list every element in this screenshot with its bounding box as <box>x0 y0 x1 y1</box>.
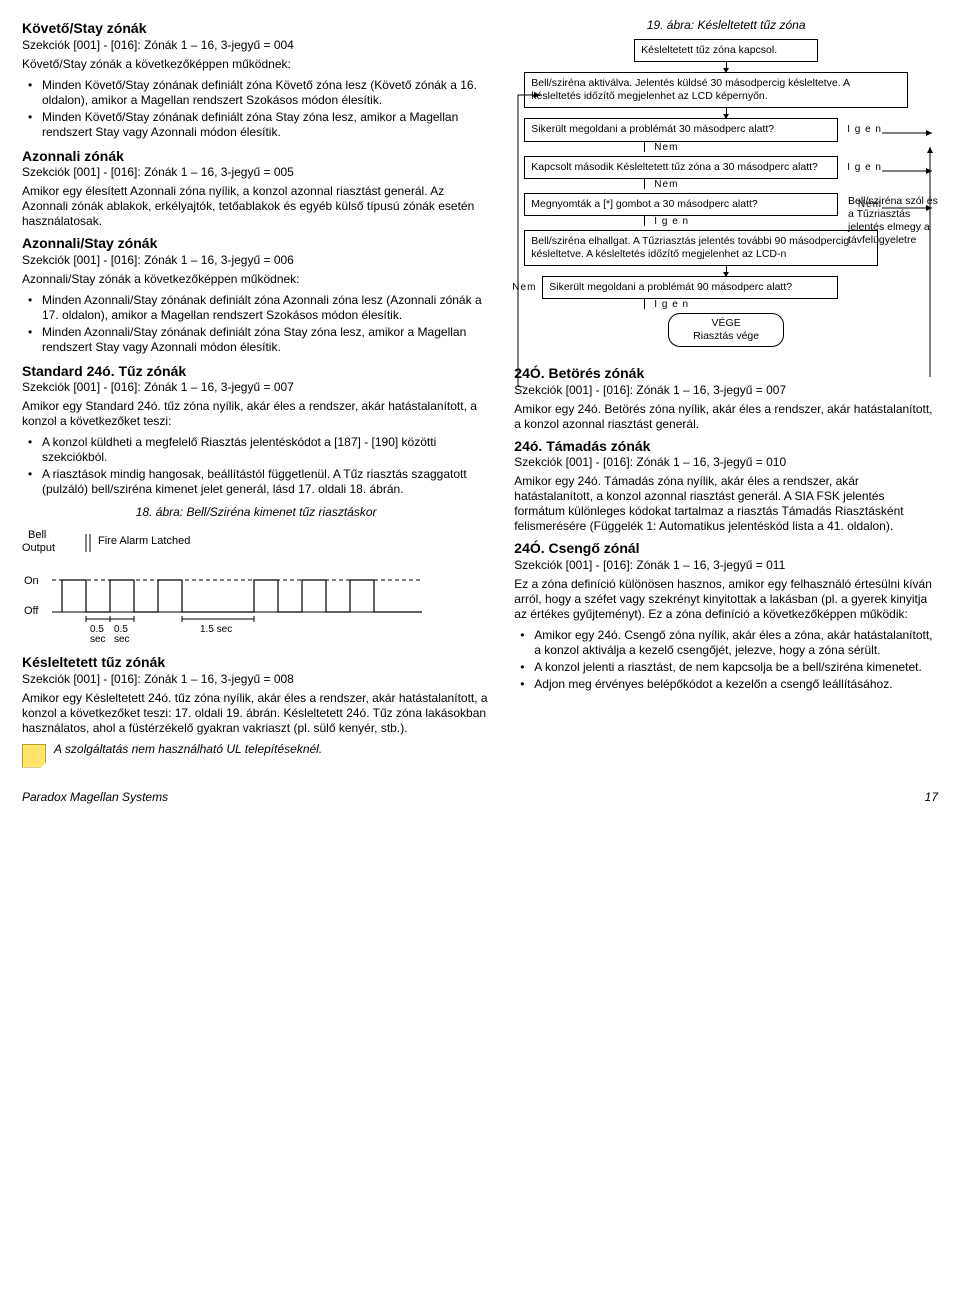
figure-18: Bell Output Fire Alarm Latched On Off <box>22 524 490 644</box>
bullet: A konzol jelenti a riasztást, de nem kap… <box>518 660 938 675</box>
paragraph: Amikor egy élesített Azonnali zóna nyíli… <box>22 184 490 229</box>
flow-label-igen: I g e n <box>654 216 689 229</box>
flow-label-igen: I g e n <box>654 299 689 312</box>
heading-azonnali: Azonnali zónák <box>22 148 490 166</box>
paragraph: Ez a zóna definíció különösen hasznos, a… <box>514 577 938 622</box>
heading-tamadas: 24ó. Támadás zónák <box>514 438 938 456</box>
svg-text:sec: sec <box>114 634 130 644</box>
flow-label-nem: Nem <box>654 142 678 155</box>
flow-label-nem: Nem <box>858 199 882 212</box>
flow-node: Késleltetett tűz zóna kapcsol. <box>634 39 818 62</box>
section-sub: Szekciók [001] - [016]: Zónák 1 – 16, 3-… <box>514 383 938 398</box>
heading-standard-24: Standard 24ó. Tűz zónák <box>22 363 490 381</box>
intro-text: Amikor egy Standard 24ó. tűz zóna nyílik… <box>22 399 490 429</box>
section-sub: Szekciók [001] - [016]: Zónák 1 – 16, 3-… <box>514 455 938 470</box>
bullet: Minden Azonnali/Stay zónának definiált z… <box>26 325 490 355</box>
section-sub: Szekciók [001] - [016]: Zónák 1 – 16, 3-… <box>22 380 490 395</box>
figure-18-caption: 18. ábra: Bell/Sziréna kimenet tűz riasz… <box>22 505 490 520</box>
intro-text: Követő/Stay zónák a következőképpen műkö… <box>22 57 490 72</box>
flow-node: Sikerült megoldani a problémát 30 másodp… <box>524 118 838 141</box>
paragraph: Amikor egy 24ó. Betörés zóna nyílik, aká… <box>514 402 938 432</box>
flow-label-igen: I g e n <box>847 162 882 175</box>
fig18-output-label: Output <box>22 542 55 554</box>
flow-label-nem: Nem <box>512 282 536 295</box>
section-sub: Szekciók [001] - [016]: Zónák 1 – 16, 3-… <box>22 38 490 53</box>
flow-label-igen: I g e n <box>847 124 882 137</box>
paragraph: Amikor egy 24ó. Támadás zóna nyílik, aká… <box>514 474 938 534</box>
svg-text:sec: sec <box>90 634 106 644</box>
flow-end: VÉGERiasztás vége <box>668 313 784 347</box>
footer-left: Paradox Magellan Systems <box>22 790 168 805</box>
heading-koveto-stay: Követő/Stay zónák <box>22 20 490 38</box>
flow-node: Megnyomták a [*] gombot a 30 másodperc a… <box>524 193 838 216</box>
flow-node: Kapcsolt második Késleltetett tűz zóna a… <box>524 156 838 179</box>
svg-text:1.5 sec: 1.5 sec <box>200 624 232 635</box>
figure-19-caption: 19. ábra: Késleltetett tűz zóna <box>514 18 938 33</box>
bullet: Adjon meg érvényes belépőkódot a kezelőn… <box>518 677 938 692</box>
fig18-off: Off <box>24 605 39 617</box>
fig18-on: On <box>24 575 39 587</box>
note-icon <box>22 744 46 768</box>
section-sub: Szekciók [001] - [016]: Zónák 1 – 16, 3-… <box>22 165 490 180</box>
bullet: Minden Követő/Stay zónának definiált zón… <box>26 78 490 108</box>
figure-19-flowchart: Bell/sziréna szól és a Tűzriasztás jelen… <box>514 39 938 347</box>
bullet: A riasztások mindig hangosak, beállítást… <box>26 467 490 497</box>
fig18-bell-label: Bell <box>28 529 46 541</box>
paragraph: Amikor egy Késleltetett 24ó. tűz zóna ny… <box>22 691 490 736</box>
footer-page: 17 <box>925 790 938 805</box>
flow-node: Bell/sziréna elhallgat. A Tűzriasztás je… <box>524 230 878 266</box>
heading-kesleltetett: Késleltetett tűz zónák <box>22 654 490 672</box>
fig18-latched: Fire Alarm Latched <box>98 535 190 547</box>
flow-node: Bell/sziréna aktiválva. Jelentés küldsé … <box>524 72 908 108</box>
section-sub: Szekciók [001] - [016]: Zónák 1 – 16, 3-… <box>22 672 490 687</box>
heading-betores: 24Ó. Betörés zónák <box>514 365 938 383</box>
bullet: Amikor egy 24ó. Csengő zóna nyílik, akár… <box>518 628 938 658</box>
section-sub: Szekciók [001] - [016]: Zónák 1 – 16, 3-… <box>514 558 938 573</box>
intro-text: Azonnali/Stay zónák a következőképpen mű… <box>22 272 490 287</box>
flow-label-nem: Nem <box>654 179 678 192</box>
flow-node: Sikerült megoldani a problémát 90 másodp… <box>542 276 838 299</box>
bullet: Minden Azonnali/Stay zónának definiált z… <box>26 293 490 323</box>
bullet: Minden Követő/Stay zónának definiált zón… <box>26 110 490 140</box>
heading-azonnali-stay: Azonnali/Stay zónák <box>22 235 490 253</box>
heading-csengo: 24Ó. Csengő zónál <box>514 540 938 558</box>
note-text: A szolgáltatás nem használható UL telepí… <box>54 742 322 757</box>
section-sub: Szekciók [001] - [016]: Zónák 1 – 16, 3-… <box>22 253 490 268</box>
bullet: A konzol küldheti a megfelelő Riasztás j… <box>26 435 490 465</box>
